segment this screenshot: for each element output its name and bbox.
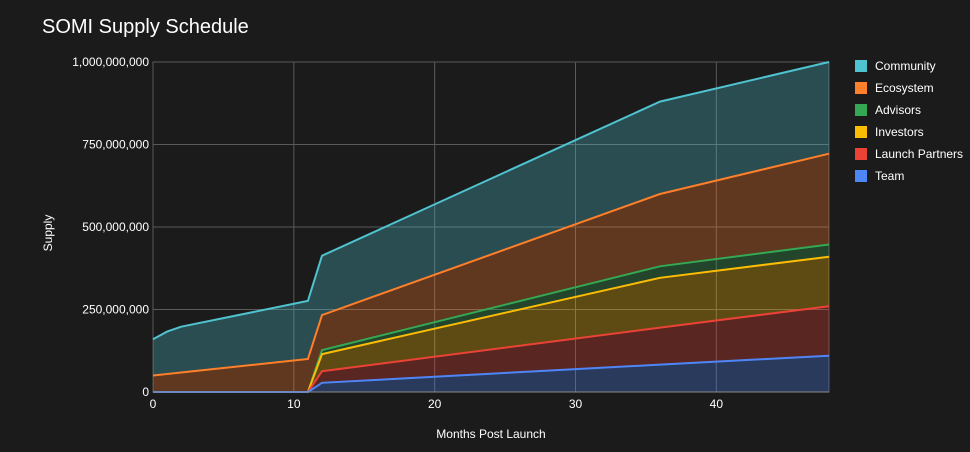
x-axis-label: Months Post Launch <box>436 427 545 441</box>
legend-label: Ecosystem <box>875 81 934 95</box>
legend-swatch <box>855 170 867 182</box>
x-tick-label: 30 <box>569 397 583 411</box>
legend-label: Launch Partners <box>875 147 964 161</box>
legend-item-community: Community <box>855 55 963 77</box>
legend-label: Advisors <box>875 103 922 117</box>
legend-swatch <box>855 104 867 116</box>
legend: Community Ecosystem Advisors Investors Launc… <box>855 55 963 187</box>
legend-item-team: Team <box>855 165 963 187</box>
area-advisors <box>153 244 829 392</box>
legend-swatch <box>855 82 867 94</box>
legend-label: Community <box>875 59 936 73</box>
area-community <box>153 62 829 376</box>
y-tick-label: 500,000,000 <box>82 220 149 234</box>
y-axis-label: Supply <box>41 215 55 252</box>
x-tick-label: 0 <box>150 397 157 411</box>
y-tick-label: 750,000,000 <box>82 138 149 152</box>
y-tick-label: 1,000,000,000 <box>72 55 149 69</box>
legend-label: Team <box>875 169 905 183</box>
line-ecosystem <box>152 152 830 377</box>
legend-item-advisors: Advisors <box>855 99 963 121</box>
legend-swatch <box>855 148 867 160</box>
x-tick-label: 20 <box>428 397 442 411</box>
legend-label: Investors <box>875 125 924 139</box>
y-tick-label: 0 <box>142 385 149 399</box>
line-community <box>152 61 830 341</box>
y-tick-label: 250,000,000 <box>82 303 149 317</box>
area-ecosystem <box>153 153 829 392</box>
legend-item-launch-partners: Launch Partners <box>855 143 963 165</box>
area-investors <box>153 256 829 392</box>
legend-item-investors: Investors <box>855 121 963 143</box>
legend-swatch <box>855 60 867 72</box>
x-tick-label: 10 <box>287 397 301 411</box>
x-tick-label: 40 <box>710 397 724 411</box>
legend-swatch <box>855 126 867 138</box>
legend-item-ecosystem: Ecosystem <box>855 77 963 99</box>
chart-title: SOMI Supply Schedule <box>42 16 249 38</box>
